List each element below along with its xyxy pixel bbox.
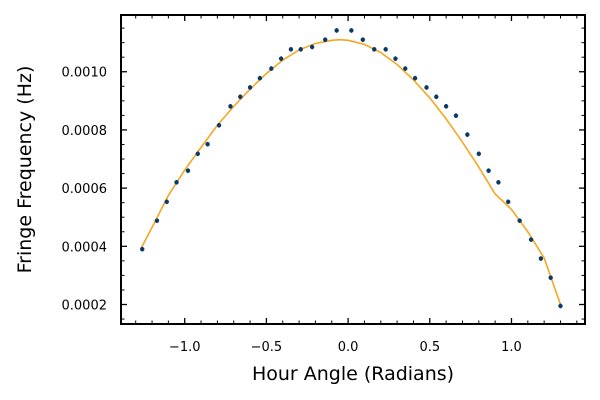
data-point <box>257 75 263 81</box>
y-axis-title: Fringe Frequency (Hz) <box>14 66 36 274</box>
data-point <box>154 218 160 223</box>
data-point <box>372 47 377 52</box>
y-tick-label: 0.0010 <box>62 66 108 81</box>
x-tick-label: 0.0 <box>338 340 359 355</box>
data-point <box>517 218 522 223</box>
data-point <box>486 168 491 173</box>
data-point <box>548 275 553 280</box>
plot-frame <box>120 14 586 325</box>
data-point <box>360 37 366 42</box>
y-tick-label: 0.0002 <box>62 299 108 314</box>
data-point <box>228 104 233 109</box>
data-point <box>309 44 315 50</box>
x-tick-label: 0.5 <box>419 340 440 355</box>
data-point <box>216 123 222 128</box>
x-tick-label: −0.5 <box>251 340 283 355</box>
data-point <box>195 151 200 156</box>
data-point <box>453 113 459 118</box>
data-point <box>434 94 439 99</box>
data-point <box>298 47 303 52</box>
data-point <box>185 168 191 173</box>
series-layer <box>139 28 563 309</box>
data-point <box>140 247 145 252</box>
x-axis-title: Hour Angle (Radians) <box>252 363 454 385</box>
x-tick-label: −1.0 <box>169 340 201 355</box>
data-point <box>412 75 418 81</box>
data-point <box>476 151 482 156</box>
data-point <box>247 85 253 90</box>
data-point <box>465 132 470 137</box>
data-point <box>334 28 339 33</box>
data-point <box>269 66 274 71</box>
y-tick-label: 0.0004 <box>62 240 108 255</box>
x-tick-label: 1.0 <box>501 340 522 355</box>
data-point <box>538 256 544 261</box>
data-point <box>383 47 388 52</box>
data-point <box>205 141 210 147</box>
y-tick-label: 0.0008 <box>62 124 108 139</box>
y-tick-label: 0.0006 <box>62 182 108 197</box>
ticks-layer: −1.0 −0.5 0.0 0.5 1.0 0.0002 0.0004 0.0006 0.000… <box>62 15 585 355</box>
data-point <box>288 47 294 52</box>
data-point <box>174 180 179 185</box>
data-point <box>403 66 408 71</box>
data-point <box>528 237 534 242</box>
data-point <box>496 180 501 185</box>
fit-curve <box>139 38 562 305</box>
data-point <box>506 199 511 204</box>
data-point <box>238 94 243 99</box>
data-point <box>558 303 563 309</box>
data-point <box>323 37 328 42</box>
data-point <box>424 85 429 90</box>
data-point <box>164 199 169 204</box>
data-point <box>393 56 398 61</box>
data-point <box>349 28 354 33</box>
data-point <box>278 56 284 61</box>
data-point <box>443 104 449 109</box>
